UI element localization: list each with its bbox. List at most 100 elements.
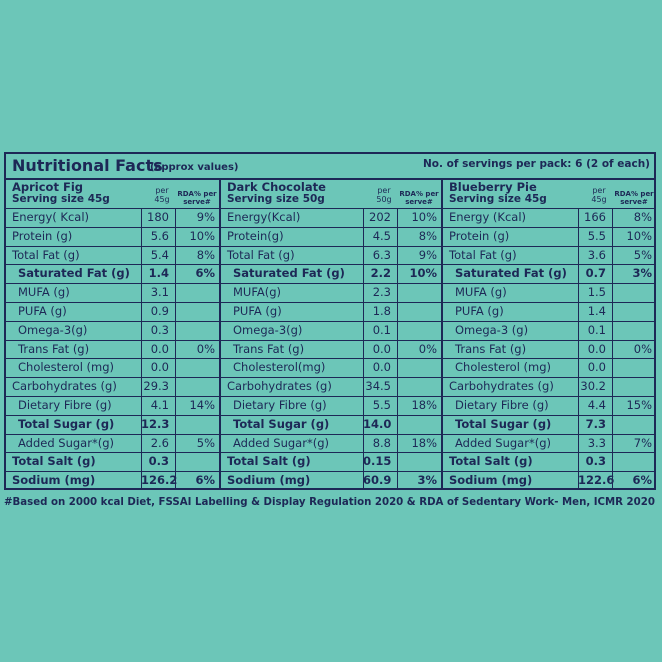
rda-value: 18% [411,398,437,412]
rda-value: 3% [417,473,437,488]
nutrient-label: Protein(g) [227,228,284,243]
nutrient-value: 126.2 [141,473,178,488]
row-rule [4,414,656,416]
nutrient-value: 122.6 [578,473,615,488]
nutrient-value: 3.6 [587,247,606,262]
row-rule [4,339,656,341]
nutrient-label: Cholesterol(mg) [233,360,326,375]
nutrient-label: Omega-3(g) [18,322,88,337]
nutrient-value: 1.5 [587,285,606,300]
rda-value: 7% [633,435,652,450]
nutrient-value: 0.1 [372,322,391,337]
nutrient-label: Dietary Fibre (g) [233,398,327,412]
row-rule [4,264,656,266]
nutrient-value: 0.0 [587,360,606,375]
nutrient-value: 0.15 [363,454,392,469]
nutrient-label: Saturated Fat (g) [233,266,345,281]
nutrient-label: Saturated Fat (g) [455,266,567,281]
rda-value: 9% [418,247,437,262]
row-rule [4,320,656,322]
nutrient-label: Total Fat (g) [227,247,295,262]
nutrient-value: 0.3 [150,322,169,337]
rda-value: 3% [632,266,652,281]
nutrient-value: 8.8 [372,435,391,450]
nutrient-value: 1.4 [148,266,169,281]
nutrient-value: 30.2 [580,379,606,394]
nutrient-value: 180 [147,210,169,224]
nutrient-value: 166 [584,210,606,224]
nutrient-label: Total Salt (g) [227,454,311,469]
nutrient-value: 2.6 [150,435,169,450]
nutrient-label: Energy( Kcal) [12,210,89,224]
nutrient-label: Saturated Fat (g) [18,266,130,281]
nutrient-value: 5.5 [372,398,391,412]
footer-note: #Based on 2000 kcal Diet, FSSAI Labellin… [4,497,655,508]
nutrient-label: MUFA (g) [18,285,70,300]
variant-name: Blueberry Pie [449,180,537,194]
nutrient-label: Cholesterol (mg) [455,360,552,375]
nutrient-label: MUFA(g) [233,285,282,300]
row-rule [4,208,656,209]
nutrient-value: 0.0 [372,341,391,356]
nutrient-label: Dietary Fibre (g) [455,398,549,412]
nutrient-value: 0.3 [585,454,606,469]
col-rule [363,208,364,490]
row-rule [4,433,656,435]
nutrient-label: PUFA (g) [233,304,282,318]
row-rule [4,302,656,303]
rda-value: 6% [632,473,652,488]
rda-value: 14% [189,398,215,412]
nutrient-value: 5.5 [587,228,606,243]
nutrient-label: Sodium (mg) [12,473,96,488]
nutrient-label: Sodium (mg) [449,473,533,488]
rda-value: 6% [195,266,215,281]
nutrient-value: 0.0 [372,360,391,375]
rda-header: RDA% per serve# [399,190,439,206]
nutrient-value: 6.3 [372,247,391,262]
rda-value: 0% [196,341,215,356]
rda-value: 15% [626,398,652,412]
rda-value: 5% [633,247,652,262]
nutrient-value: 5.4 [150,247,169,262]
nutrient-value: 0.9 [150,304,169,318]
nutrient-value: 2.2 [370,266,391,281]
nutrient-value: 2.3 [372,285,391,300]
nutrient-label: Sodium (mg) [227,473,311,488]
nutrient-value: 4.4 [587,398,606,412]
nutrient-label: Total Salt (g) [12,454,96,469]
serving-size: Serving size 45g [449,193,547,205]
rda-value: 0% [418,341,437,356]
nutrient-value: 0.3 [148,454,169,469]
nutrient-label: Energy(Kcal) [227,210,301,224]
rda-value: 8% [196,247,215,262]
row-rule [4,377,656,379]
nutrient-label: Omega-3(g) [233,322,303,337]
title-note: (approx values) [150,162,239,173]
nutrient-label: Added Sugar*(g) [18,435,114,450]
nutrient-label: Energy (Kcal) [449,210,526,224]
col-rule [578,208,579,490]
title: Nutritional Facts [12,156,163,175]
nutrient-value: 5.6 [150,228,169,243]
nutrient-value: 12.3 [141,416,170,431]
row-rule [4,452,656,454]
nutrient-value: 34.5 [365,379,391,394]
rda-value: 10% [411,210,437,224]
nutrient-label: Trans Fat (g) [455,341,527,356]
nutrient-value: 4.1 [150,398,169,412]
nutrient-value: 0.0 [150,341,169,356]
per-header: per 50g [376,186,392,204]
row-rule [4,358,656,360]
nutrient-value: 1.4 [587,304,606,318]
nutrient-value: 29.3 [143,379,169,394]
servings: No. of servings per pack: 6 (2 of each) [423,158,650,170]
rda-header: RDA% per serve# [177,190,217,206]
nutrient-value: 3.3 [587,435,606,450]
rda-value: 8% [418,228,437,243]
rda-value: 6% [195,473,215,488]
nutrient-label: Total Sugar (g) [233,416,330,431]
nutrient-value: 60.9 [363,473,392,488]
nutrient-label: Added Sugar*(g) [455,435,551,450]
variant-name: Apricot Fig [12,180,83,194]
